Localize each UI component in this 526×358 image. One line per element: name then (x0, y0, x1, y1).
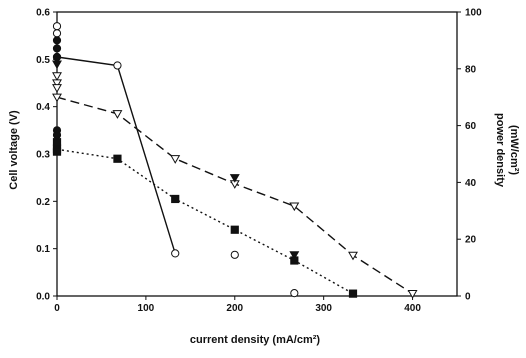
x-tick-label: 200 (226, 303, 243, 314)
x-tick-label: 300 (315, 303, 332, 314)
data-point (113, 154, 122, 163)
series-line (56, 148, 354, 295)
data-point (52, 93, 62, 103)
series-layer (52, 22, 418, 299)
y-right-tick-label: 100 (465, 8, 482, 19)
data-point (52, 44, 62, 53)
y-left-tick-label: 0.0 (36, 292, 50, 303)
data-point (112, 110, 123, 119)
y-right-tick-label: 40 (465, 178, 477, 189)
y-left-tick-label: 0.3 (36, 150, 50, 161)
x-tick-label: 0 (54, 303, 60, 314)
plot-frame (56, 11, 458, 297)
data-point (170, 155, 181, 164)
data-point (230, 250, 239, 259)
x-axis-title: current density (mA/cm²) (190, 334, 321, 346)
data-point (348, 251, 358, 261)
labels: current density (mA/cm²) Cell voltage (V… (8, 110, 520, 346)
data-point (52, 84, 62, 93)
x-tick-label: 100 (138, 303, 155, 314)
data-point (52, 36, 62, 45)
data-point (52, 138, 62, 147)
data-point (52, 60, 62, 70)
series-1 (52, 22, 299, 298)
y-right-tick-label: 80 (465, 64, 477, 75)
y-right-tick-label: 0 (465, 292, 471, 303)
data-point (229, 174, 240, 183)
y-left-tick-label: 0.6 (36, 8, 50, 19)
data-point (52, 79, 62, 89)
data-point (52, 22, 62, 31)
data-point (290, 289, 299, 298)
y-right-tick-label: 20 (465, 235, 477, 246)
data-point (52, 130, 62, 140)
series-3 (52, 72, 418, 299)
data-point (52, 72, 62, 82)
x-tick-label: 400 (404, 303, 421, 314)
data-point (52, 29, 62, 38)
data-point (52, 52, 62, 62)
data-point (171, 249, 180, 258)
data-point (289, 251, 300, 260)
data-point (171, 194, 180, 204)
data-point (113, 61, 122, 70)
y-right-tick-label: 60 (465, 121, 477, 132)
data-point (348, 289, 358, 298)
data-point (407, 290, 418, 299)
data-point (290, 256, 299, 265)
y-left-axis-title: Cell voltage (V) (8, 110, 20, 190)
series-4 (52, 60, 300, 260)
data-point (289, 202, 300, 212)
y-left-tick-label: 0.4 (36, 102, 50, 113)
axes: 0 100 200 300 400 0.0 0.1 0.2 0.3 0.4 0.5 0.6 0 20 40 6… (36, 8, 482, 315)
data-point (230, 225, 239, 234)
series-5 (52, 138, 358, 298)
y-right-axis-title-line2: (mW/cm²) (508, 125, 520, 175)
y-left-tick-label: 0.2 (36, 197, 50, 208)
data-point (52, 147, 62, 156)
y-left-tick-label: 0.5 (36, 55, 50, 66)
y-right-axis-title-line1: power density (494, 113, 506, 188)
series-line (56, 96, 413, 295)
y-left-tick-label: 0.1 (36, 244, 50, 255)
